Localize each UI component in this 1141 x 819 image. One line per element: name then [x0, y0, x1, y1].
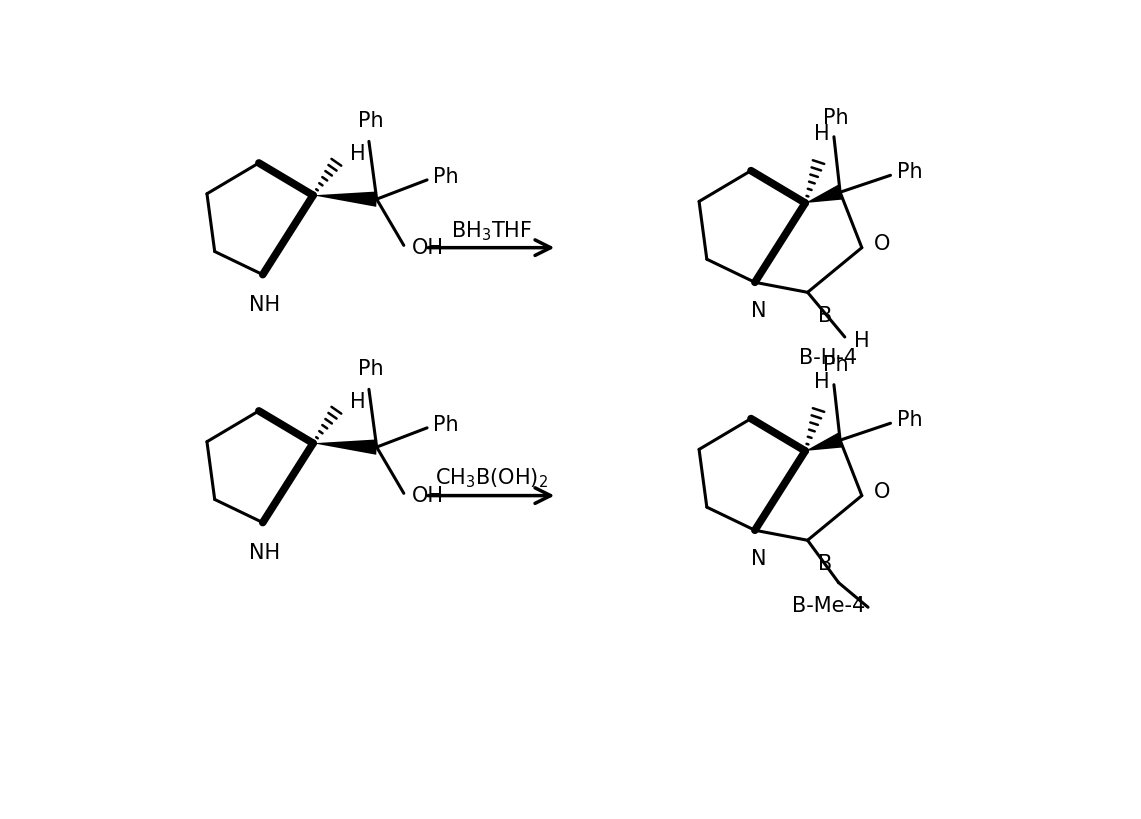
Text: H: H: [349, 391, 365, 412]
Text: H: H: [815, 124, 831, 144]
Text: O: O: [874, 233, 891, 254]
Text: Ph: Ph: [357, 111, 383, 131]
Text: N: N: [751, 549, 767, 568]
Text: CH$_3$B(OH)$_2$: CH$_3$B(OH)$_2$: [435, 467, 548, 491]
Text: B: B: [818, 306, 833, 326]
Polygon shape: [806, 432, 842, 451]
Text: H: H: [349, 143, 365, 164]
Polygon shape: [313, 192, 378, 207]
Text: Ph: Ph: [823, 355, 848, 375]
Text: B-H-4: B-H-4: [800, 348, 858, 368]
Text: BH$_3$THF: BH$_3$THF: [451, 219, 532, 242]
Text: Ph: Ph: [434, 167, 459, 187]
Polygon shape: [806, 185, 842, 203]
Text: H: H: [855, 331, 869, 351]
Text: OH: OH: [412, 486, 444, 506]
Text: OH: OH: [412, 238, 444, 259]
Text: B: B: [818, 554, 833, 574]
Text: H: H: [815, 373, 831, 392]
Text: B-Me-4: B-Me-4: [792, 595, 865, 616]
Text: NH: NH: [249, 295, 280, 314]
Text: Ph: Ph: [898, 162, 923, 182]
Text: Ph: Ph: [823, 107, 848, 128]
Text: Ph: Ph: [357, 360, 383, 379]
Polygon shape: [313, 440, 378, 455]
Text: NH: NH: [249, 542, 280, 563]
Text: Ph: Ph: [898, 410, 923, 430]
Text: Ph: Ph: [434, 414, 459, 435]
Text: N: N: [751, 301, 767, 321]
Text: O: O: [874, 482, 891, 502]
